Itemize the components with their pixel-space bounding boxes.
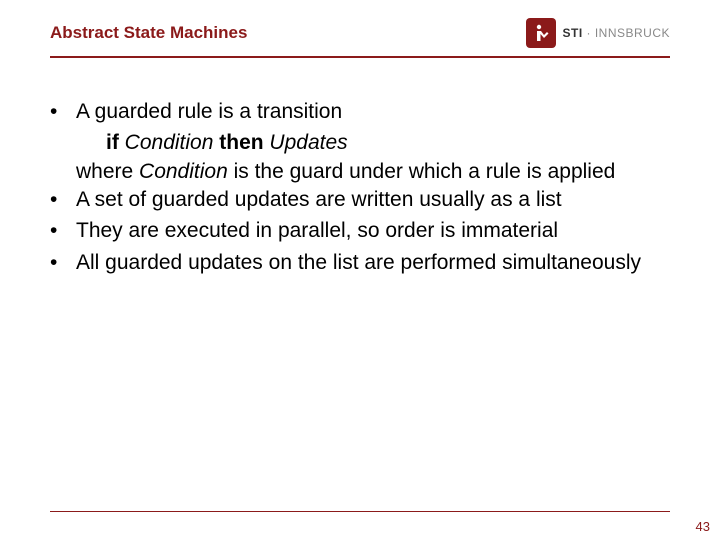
logo-icon <box>526 18 556 48</box>
bullet-marker: • <box>50 249 76 277</box>
slide-title: Abstract State Machines <box>50 23 247 43</box>
bullet-item: • They are executed in parallel, so orde… <box>50 217 670 245</box>
bullet-subline: if Condition then Updates <box>50 129 670 157</box>
bullet-item: • A set of guarded updates are written u… <box>50 186 670 214</box>
bullet-text: They are executed in parallel, so order … <box>76 217 670 245</box>
bullet-item: • A guarded rule is a transition <box>50 98 670 126</box>
logo-text: STI · INNSBRUCK <box>562 26 670 40</box>
bullet-marker: • <box>50 217 76 245</box>
bullet-item: • All guarded updates on the list are pe… <box>50 249 670 277</box>
page-number: 43 <box>696 519 710 534</box>
bullet-continuation: where Condition is the guard under which… <box>50 158 670 186</box>
footer-divider <box>50 511 670 512</box>
slide-content: • A guarded rule is a transition if Cond… <box>0 58 720 277</box>
bullet-text: A guarded rule is a transition <box>76 98 670 126</box>
bullet-text: A set of guarded updates are written usu… <box>76 186 670 214</box>
brand-logo: STI · INNSBRUCK <box>526 18 670 48</box>
bullet-marker: • <box>50 98 76 126</box>
bullet-text: All guarded updates on the list are perf… <box>76 249 670 277</box>
slide-header: Abstract State Machines STI · INNSBRUCK <box>0 0 720 56</box>
bullet-marker: • <box>50 186 76 214</box>
